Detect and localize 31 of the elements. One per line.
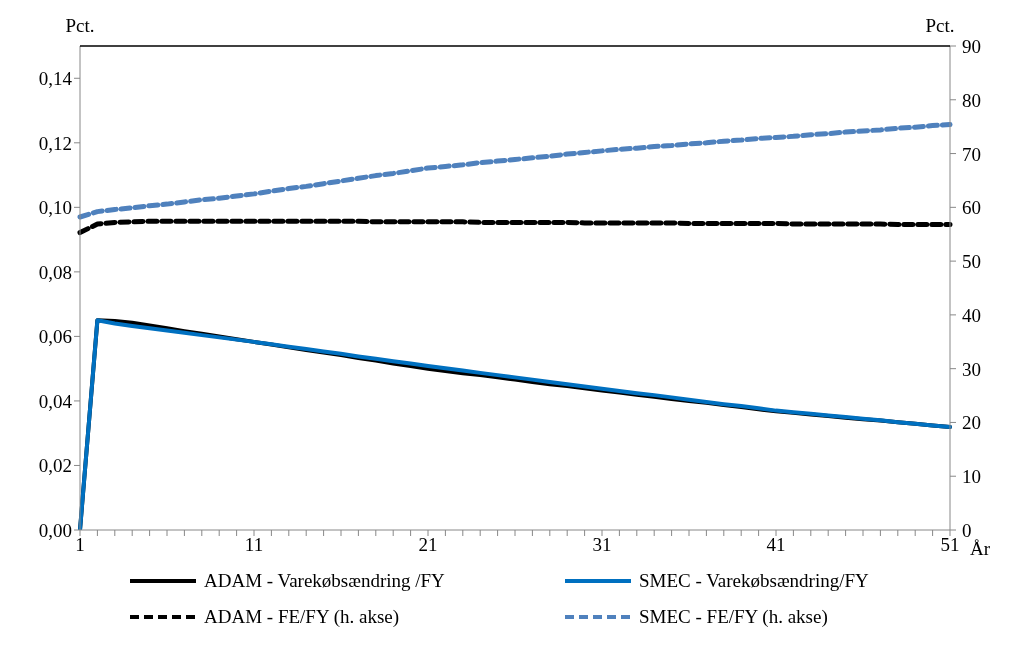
y2-tick-label: 80 [962,89,981,111]
y-tick-label: 0,10 [38,197,72,219]
y2-tick-label: 30 [962,358,981,380]
y2-tick-label: 0 [962,520,972,541]
x-tick-label: 1 [75,534,85,556]
y2-tick-label: 90 [962,36,981,57]
y-tick-label: 0,08 [38,261,72,283]
y2-axis-title: Pct. [925,15,955,36]
y-tick-label: 0,14 [38,68,73,90]
y-tick-label: 0,06 [38,326,72,348]
y-tick-label: 0,04 [38,390,73,412]
y2-tick-label: 10 [962,466,981,488]
x-tick-label: 41 [766,534,786,556]
x-tick-label: 11 [244,534,264,556]
y2-tick-label: 70 [962,143,981,165]
x-tick-label: 31 [592,534,612,556]
y2-tick-label: 40 [962,304,981,326]
y2-tick-label: 20 [962,412,981,434]
y2-tick-label: 60 [962,197,981,219]
y-tick-label: 0,00 [38,519,72,541]
legend-label: SMEC - Varekøbsændring/FY [639,570,869,592]
legend-label: ADAM - Varekøbsændring /FY [204,570,445,592]
legend-label: SMEC - FE/FY (h. akse) [639,606,828,628]
y-tick-label: 0,12 [38,132,72,154]
x-tick-label: 51 [940,534,960,556]
y2-tick-label: 50 [962,251,981,273]
x-tick-label: 21 [418,534,438,556]
x-axis-title: År [969,538,991,559]
legend-label: ADAM - FE/FY (h. akse) [204,606,400,628]
y-tick-label: 0,02 [38,455,72,477]
y-axis-title: Pct. [65,15,95,36]
